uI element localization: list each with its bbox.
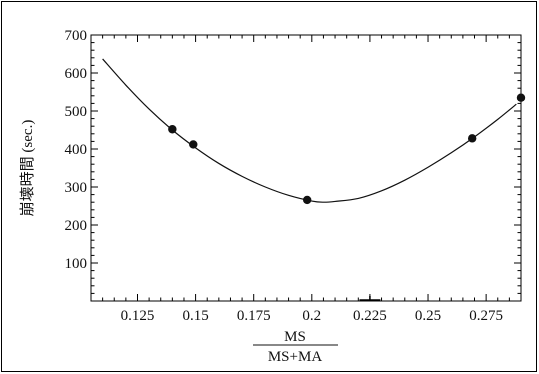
y-tick-label: 400 xyxy=(65,142,88,158)
x-tick-label: 0.15 xyxy=(182,308,208,324)
data-point xyxy=(302,195,312,205)
data-point xyxy=(189,140,198,149)
y-tick-label: 200 xyxy=(65,218,88,234)
data-points xyxy=(168,93,526,205)
y-tick-label: 100 xyxy=(65,256,88,272)
x-tick-label: 0.2 xyxy=(302,308,321,324)
y-tick-label: 600 xyxy=(65,66,88,82)
data-point xyxy=(168,125,177,134)
y-axis-ticks: 100 200 300 400 500 600 700 xyxy=(65,28,521,294)
x-tick-label: 0.225 xyxy=(353,308,387,324)
plot-area xyxy=(90,34,522,302)
y-tick-label: 500 xyxy=(65,104,88,120)
y-axis-label: 崩壊時間 (sec.) xyxy=(19,120,36,217)
data-point xyxy=(516,93,526,102)
x-axis-label-numerator: MS xyxy=(284,329,306,345)
data-point xyxy=(467,134,477,143)
y-tick-label: 300 xyxy=(65,180,88,196)
x-tick-label: 0.125 xyxy=(121,308,155,324)
x-axis-label-denominator: MS+MA xyxy=(268,349,322,365)
y-tick-label: 700 xyxy=(65,28,88,44)
x-tick-label: 0.275 xyxy=(469,308,503,324)
x-tick-label: 0.175 xyxy=(237,308,271,324)
x-axis-ticks: 0.125 0.15 0.175 0.2 0.225 0.25 0.275 xyxy=(90,35,522,324)
fit-curve xyxy=(102,58,517,203)
x-tick-label: 0.25 xyxy=(415,308,441,324)
